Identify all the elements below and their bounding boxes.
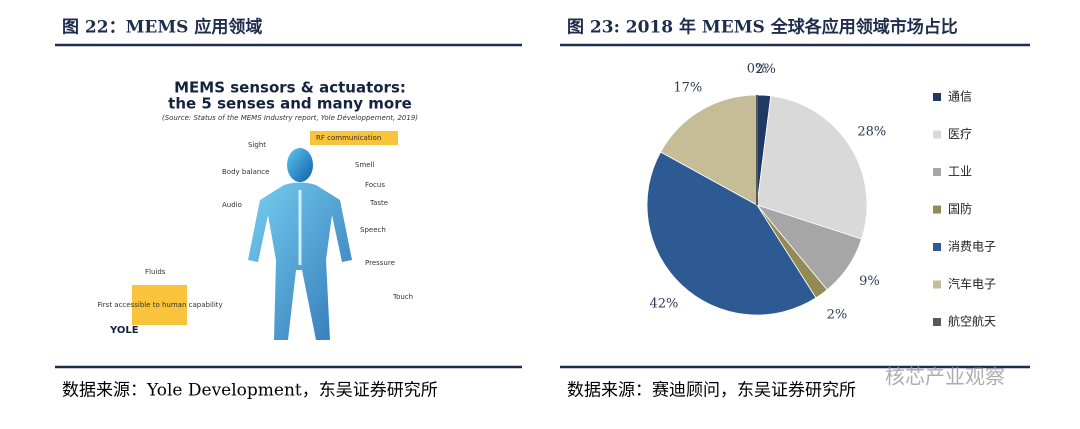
legend-label: 国防	[948, 201, 972, 216]
image-label: Speech	[360, 226, 386, 234]
legend-label: 通信	[948, 90, 972, 104]
pie-slice	[646, 151, 817, 316]
pie-slice	[660, 94, 758, 206]
image-label: Body balance	[222, 168, 269, 176]
legend-label: 航空航天	[948, 314, 996, 329]
data-label: 0%	[747, 62, 768, 77]
image-source: (Source: Status of the MEMS Industry rep…	[162, 114, 418, 122]
legend-swatch	[933, 130, 941, 139]
figure-title: 图 22：MEMS 应用领域	[62, 17, 262, 38]
legend-swatch	[933, 280, 941, 289]
data-label: 17%	[673, 80, 702, 95]
figure-source: 数据来源：Yole Development，东吴证券研究所	[62, 381, 438, 401]
legend-swatch	[933, 168, 941, 176]
legend-label: 汽车电子	[948, 276, 996, 291]
legend-swatch	[933, 318, 941, 326]
watermark: 核芯产业观察	[885, 365, 1005, 389]
legend-swatch	[933, 93, 941, 101]
legend-label: 消费电子	[948, 240, 996, 254]
image-label: Audio	[222, 201, 242, 209]
legend-swatch	[933, 205, 941, 214]
image-label: Smell	[355, 161, 375, 169]
image-label: Touch	[392, 293, 413, 301]
data-label: 28%	[857, 125, 886, 140]
pie: 2% 28% 9% 2% 42% 17% 0%	[646, 62, 886, 323]
data-label: 2%	[827, 308, 848, 323]
image-logo: YOLE	[109, 325, 139, 336]
chart-title: 图 23: 2018 年 MEMS 全球各应用领域市场占比	[567, 17, 958, 38]
data-label: 9%	[859, 274, 880, 289]
figure-head	[287, 148, 313, 182]
legend-label: 医疗	[948, 127, 972, 141]
figure-source: 数据来源：赛迪顾问，东吴证券研究所	[567, 380, 856, 401]
legend-label: 工业	[948, 165, 972, 179]
data-label: 42%	[649, 297, 678, 312]
image-heading: the 5 senses and many more	[168, 95, 412, 113]
image-label: Sight	[248, 141, 266, 149]
image-heading: MEMS sensors & actuators:	[174, 79, 406, 97]
image-label: Pressure	[365, 259, 395, 267]
legend-swatch	[933, 243, 941, 251]
pie-slice	[756, 95, 868, 240]
label-box	[310, 131, 398, 145]
image-label: Fluids	[145, 268, 166, 276]
image-label: Focus	[365, 181, 385, 189]
illustration: MEMS sensors & actuators: the 5 senses a…	[97, 62, 450, 354]
image-label: Taste	[369, 199, 388, 207]
label-box	[132, 285, 187, 325]
image-note: First accessible to human capability	[97, 301, 222, 309]
image-label: RF communication	[316, 134, 381, 142]
data-label: 2%	[755, 62, 776, 77]
